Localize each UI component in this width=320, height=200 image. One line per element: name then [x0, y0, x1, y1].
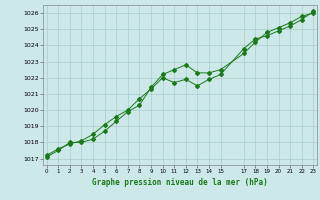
X-axis label: Graphe pression niveau de la mer (hPa): Graphe pression niveau de la mer (hPa)	[92, 178, 268, 187]
